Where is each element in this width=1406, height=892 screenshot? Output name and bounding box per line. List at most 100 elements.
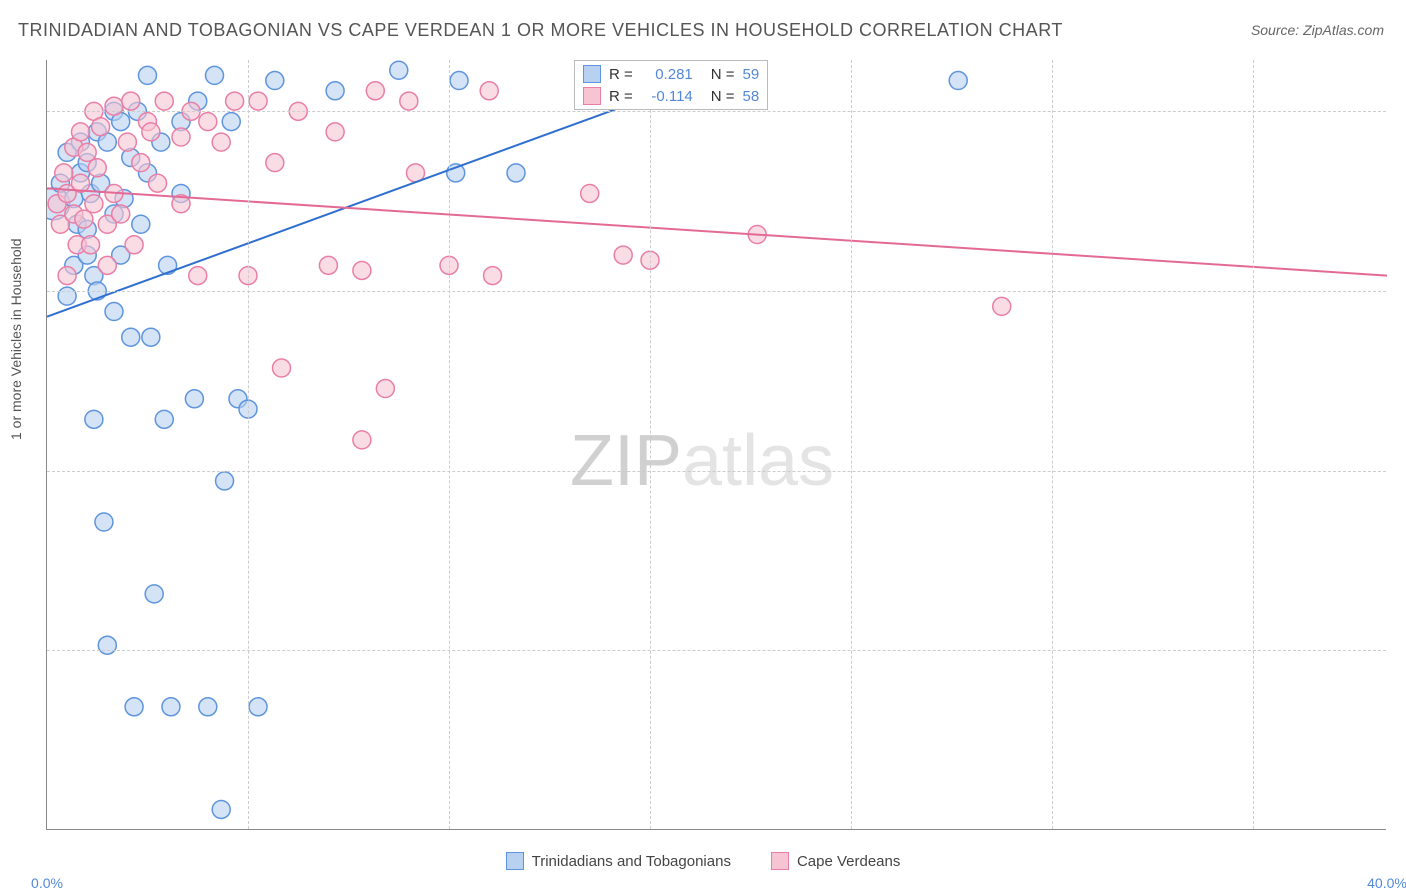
data-point <box>105 303 123 321</box>
data-point <box>400 92 418 110</box>
data-point <box>189 267 207 285</box>
data-point <box>480 82 498 100</box>
data-point <box>122 328 140 346</box>
data-point <box>155 410 173 428</box>
legend-n-value: 58 <box>743 88 760 105</box>
data-point <box>105 97 123 115</box>
legend-row: R = 0.281 N = 59 <box>579 63 763 85</box>
grid-line <box>1253 60 1254 829</box>
legend-swatch <box>506 852 524 870</box>
data-point <box>450 72 468 90</box>
data-point <box>484 267 502 285</box>
legend-item: Trinidadians and Tobagonians <box>506 852 731 870</box>
data-point <box>72 123 90 141</box>
data-point <box>82 236 100 254</box>
plot-area: 47.5%65.0%82.5%100.0%0.0%40.0% <box>46 60 1386 830</box>
data-point <box>98 256 116 274</box>
legend-swatch <box>583 87 601 105</box>
y-tick-label: 82.5% <box>1396 283 1406 299</box>
data-point <box>353 431 371 449</box>
data-point <box>132 215 150 233</box>
data-point <box>353 261 371 279</box>
data-point <box>222 113 240 131</box>
chart-source: Source: ZipAtlas.com <box>1251 22 1384 38</box>
data-point <box>226 92 244 110</box>
y-tick-label: 65.0% <box>1396 463 1406 479</box>
x-tick-label: 0.0% <box>31 875 63 891</box>
grid-line <box>1052 60 1053 829</box>
data-point <box>326 123 344 141</box>
data-point <box>58 287 76 305</box>
legend-swatch <box>771 852 789 870</box>
data-point <box>95 513 113 531</box>
data-point <box>614 246 632 264</box>
data-point <box>98 636 116 654</box>
data-point <box>112 205 130 223</box>
data-point <box>266 154 284 172</box>
legend-r-label: R = <box>609 66 633 83</box>
data-point <box>249 698 267 716</box>
data-point <box>507 164 525 182</box>
data-point <box>118 133 136 151</box>
grid-line <box>650 60 651 829</box>
data-point <box>376 380 394 398</box>
data-point <box>92 118 110 136</box>
data-point <box>162 698 180 716</box>
data-point <box>266 72 284 90</box>
y-tick-label: 100.0% <box>1396 103 1406 119</box>
data-point <box>155 92 173 110</box>
data-point <box>319 256 337 274</box>
legend-r-value: -0.114 <box>641 88 693 105</box>
data-point <box>122 92 140 110</box>
data-point <box>366 82 384 100</box>
data-point <box>78 143 96 161</box>
data-point <box>581 184 599 202</box>
data-point <box>249 92 267 110</box>
legend-r-value: 0.281 <box>641 66 693 83</box>
data-point <box>142 123 160 141</box>
data-point <box>212 133 230 151</box>
data-point <box>85 410 103 428</box>
data-point <box>149 174 167 192</box>
data-point <box>185 390 203 408</box>
data-point <box>212 800 230 818</box>
data-point <box>199 698 217 716</box>
data-point <box>125 698 143 716</box>
data-point <box>993 297 1011 315</box>
data-point <box>145 585 163 603</box>
legend-label: Cape Verdeans <box>797 853 900 870</box>
data-point <box>199 113 217 131</box>
legend-label: Trinidadians and Tobagonians <box>532 853 731 870</box>
legend-swatch <box>583 65 601 83</box>
data-point <box>88 159 106 177</box>
data-point <box>132 154 150 172</box>
data-point <box>949 72 967 90</box>
data-point <box>85 195 103 213</box>
data-point <box>125 236 143 254</box>
data-point <box>273 359 291 377</box>
data-point <box>326 82 344 100</box>
correlation-legend: R = 0.281 N = 59 R = -0.114 N = 58 <box>574 60 768 110</box>
data-point <box>58 267 76 285</box>
data-point <box>142 328 160 346</box>
y-axis-title: 1 or more Vehicles in Household <box>8 238 24 440</box>
x-tick-label: 40.0% <box>1367 875 1406 891</box>
legend-n-value: 59 <box>743 66 760 83</box>
data-point <box>390 61 408 79</box>
legend-item: Cape Verdeans <box>771 852 900 870</box>
data-point <box>139 66 157 84</box>
grid-line <box>248 60 249 829</box>
chart-title: TRINIDADIAN AND TOBAGONIAN VS CAPE VERDE… <box>18 20 1063 41</box>
legend-r-label: R = <box>609 88 633 105</box>
data-point <box>172 128 190 146</box>
data-point <box>216 472 234 490</box>
grid-line <box>449 60 450 829</box>
legend-row: R = -0.114 N = 58 <box>579 85 763 107</box>
series-legend: Trinidadians and Tobagonians Cape Verdean… <box>0 852 1406 870</box>
legend-n-label: N = <box>711 66 735 83</box>
data-point <box>75 210 93 228</box>
y-tick-label: 47.5% <box>1396 642 1406 658</box>
data-point <box>55 164 73 182</box>
data-point <box>206 66 224 84</box>
legend-n-label: N = <box>711 88 735 105</box>
